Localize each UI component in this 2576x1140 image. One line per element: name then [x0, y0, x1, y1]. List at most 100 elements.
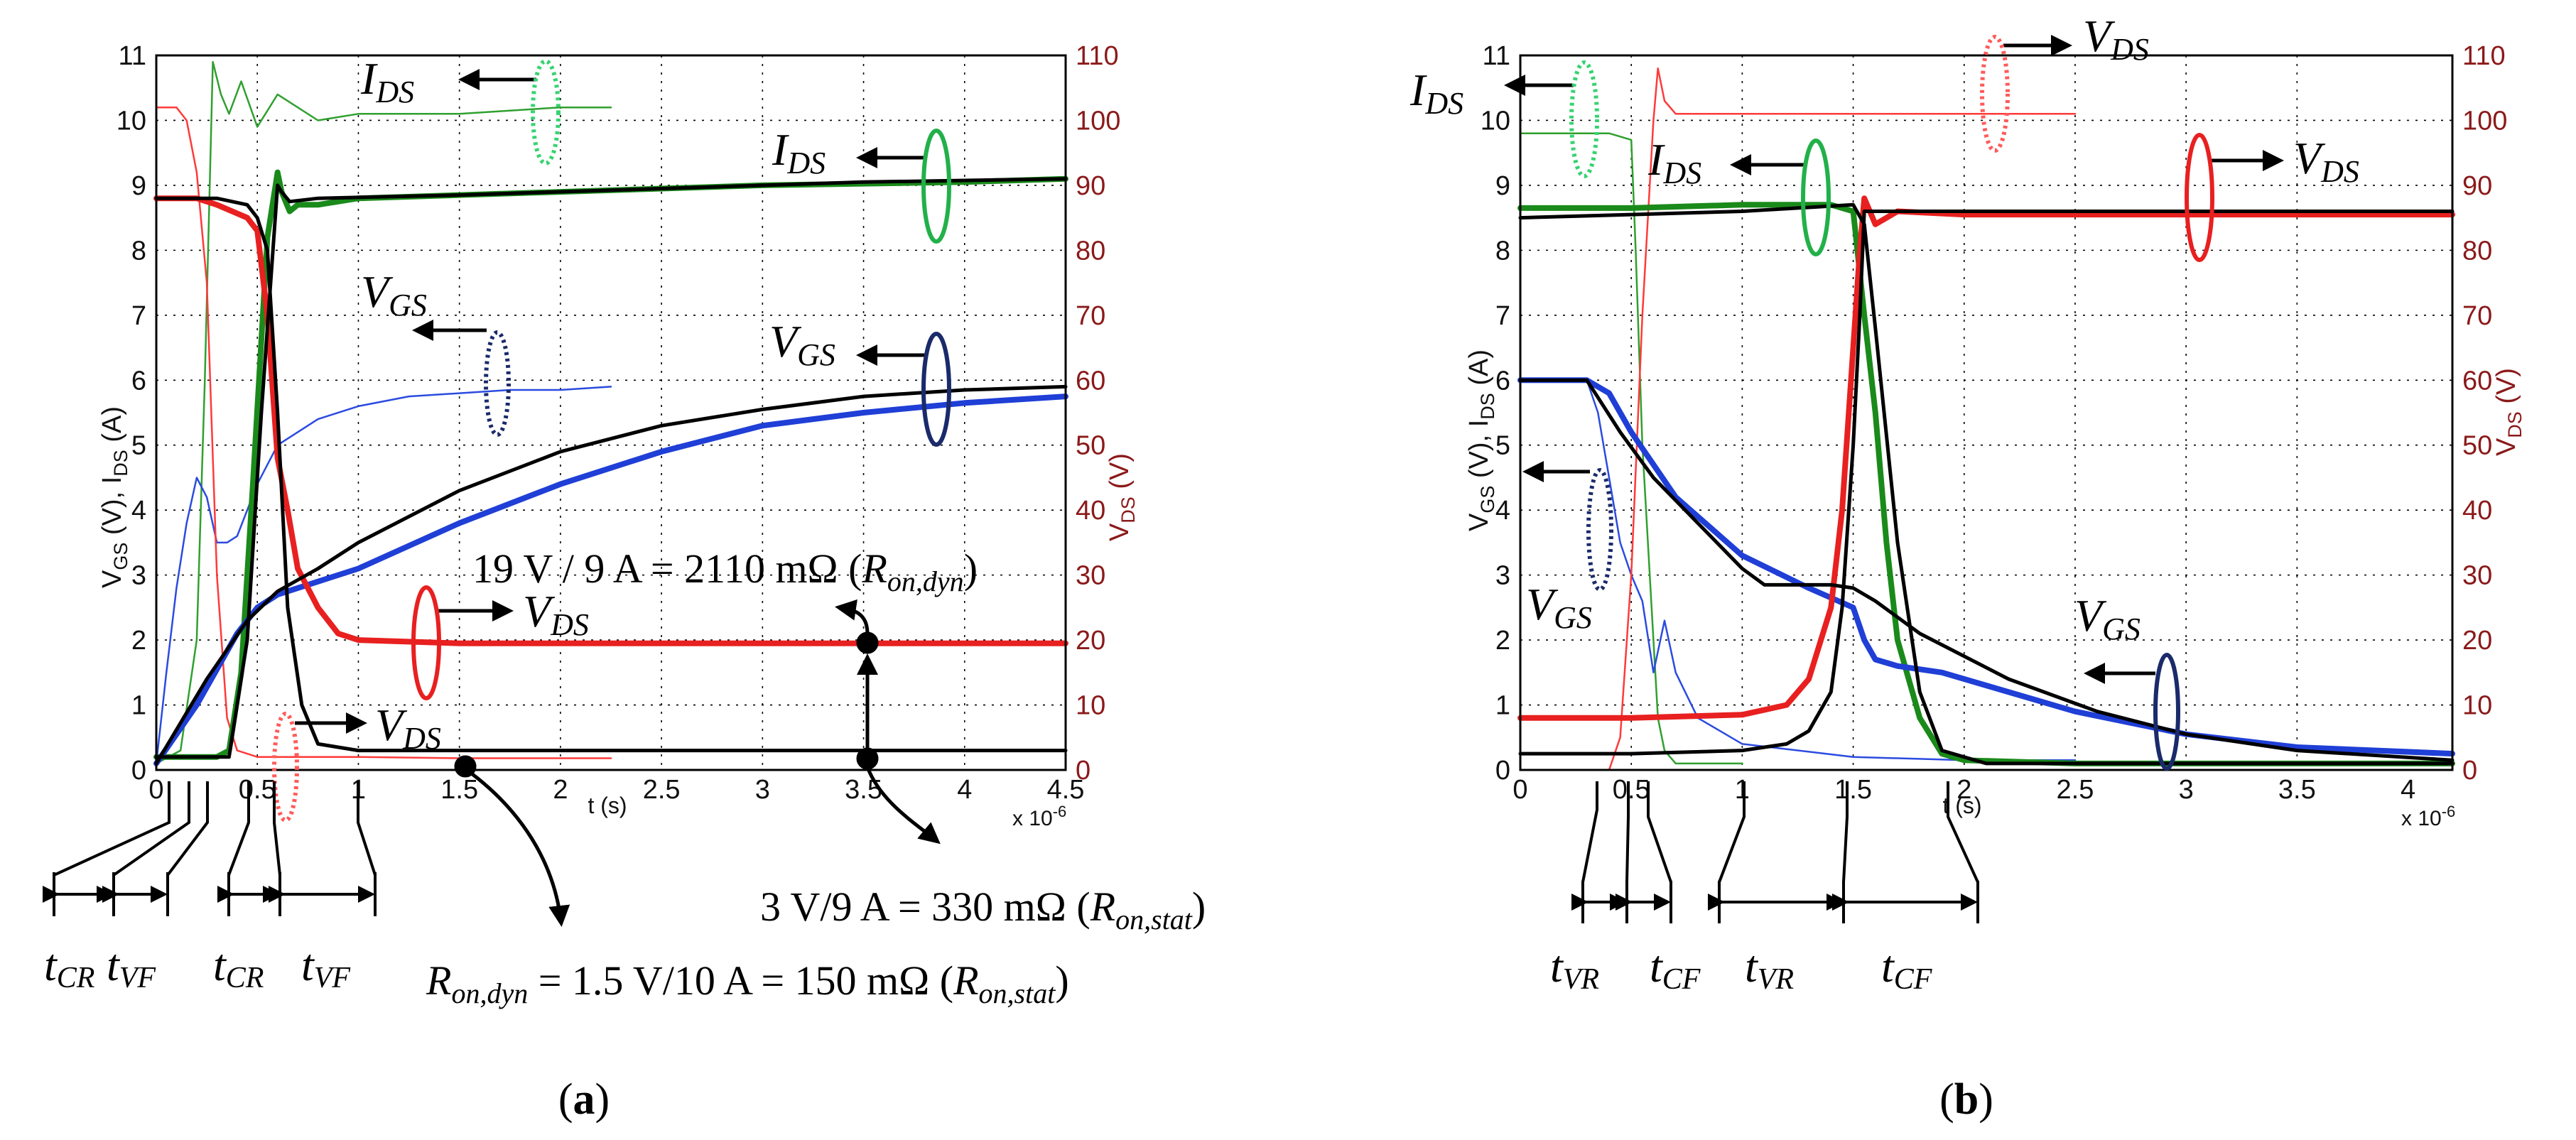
panel-a-series-ids-model: [154, 177, 1068, 759]
panel-a-y-tick: 2: [131, 626, 146, 656]
panel-b-y-tick: 9: [1495, 171, 1510, 201]
panel-b-y-tick: 3: [1495, 561, 1510, 591]
panel-b-y2-tick: 110: [2462, 41, 2506, 71]
panel-b-x-tick: 1.5: [1834, 775, 1872, 805]
panel-a-stat-resistance-text: 3 V/9 A = 330 mΩ (Ron,stat): [760, 884, 1206, 935]
panel-b-x-tick: 1: [1735, 775, 1750, 805]
panel-b-marker-ids-top: [1569, 60, 1599, 178]
panel-a-y-tick: 9: [131, 171, 146, 201]
panel-b-label-vgs-right: VGS: [2074, 590, 2141, 646]
panel-b-tick-leader-1: [1581, 781, 1598, 888]
panel-b-y-tick: 6: [1495, 366, 1510, 396]
panel-b-series-vgs-measured-thick: [1517, 377, 2455, 757]
panel-a-y2-tick: 110: [1076, 41, 1119, 71]
panel-a-y2-tick: 50: [1076, 431, 1105, 461]
panel-a-timing-markers: [43, 781, 377, 916]
panel-b-y2-tick: 30: [2462, 561, 2492, 591]
panel-b-y-tick: 0: [1495, 756, 1510, 786]
panel-a-caption: (a): [558, 1075, 610, 1124]
panel-b-label-ids-top: IDS: [1409, 65, 1463, 121]
panel-b-marker-vds-top: [1980, 35, 2010, 153]
panel-a-label-vgs-mid: VGS: [769, 316, 835, 372]
panel-b-x-tick: 2: [1957, 775, 1971, 805]
panel-b-y-tick: 7: [1495, 301, 1510, 331]
panel-a-dot-static: [856, 747, 879, 770]
panel-b-y2-tick: 60: [2462, 366, 2492, 396]
panel-a-dot-dynamic: [856, 631, 879, 654]
panel-b-plot-frame: [1519, 54, 2454, 771]
panel-b-caption: (b): [1939, 1075, 1993, 1124]
panel-a-y2-tick: 70: [1076, 301, 1105, 331]
panel-a-marker-ids-top: [531, 59, 561, 165]
panel-b-label-vgs-left: VGS: [1526, 579, 1592, 635]
panel-b-label-tvr-2: tVR: [1745, 941, 1794, 996]
panel-b-y2-tick: 20: [2462, 626, 2492, 656]
panel-b-x-multiplier: x 10-6: [2401, 803, 2455, 830]
panel-b-y2-tick: 70: [2462, 301, 2492, 331]
panel-b-y-tick: 4: [1495, 496, 1510, 526]
panel-a-x-tick: 4: [957, 775, 972, 805]
panel-b-y-tick: 5: [1495, 431, 1510, 461]
panel-a-series-vds-measured-thick: [153, 195, 1068, 646]
panel-b-y2-tick: 100: [2462, 106, 2507, 136]
panel-b-y2-tick: 10: [2462, 691, 2492, 721]
panel-a-series: [153, 60, 1068, 766]
panel-a-y-tick: 0: [131, 756, 146, 786]
panel-b-y2-label: VDS (V): [2491, 368, 2526, 456]
panel-b-y-tick: 1: [1495, 691, 1510, 721]
panel-b-label-vds-mid: VDS: [2293, 133, 2359, 189]
panel-b-y-label: VGS (V), IDS (A): [1464, 349, 1498, 531]
panel-a-x-label: t (s): [588, 793, 627, 818]
panel-b-marker-vds-mid: [2185, 133, 2214, 262]
panel-a-label-tcr-1: tCR: [44, 940, 94, 994]
panel-b-x-tick: 2.5: [2057, 775, 2094, 805]
panel-a-marker-vds-low: [272, 712, 299, 823]
panel-b-marker-vgs-right: [2153, 653, 2180, 771]
panel-b-y-tick: 10: [1481, 106, 1510, 136]
panel-a-label-tcr-2: tCR: [213, 940, 264, 994]
panel-b-tick-leader-3: [1647, 781, 1672, 888]
panel-a-y2-tick: 90: [1076, 171, 1105, 201]
panel-a-tick-labels: 0 0.5 1 1.5 2 2.5 3 3.5 4 4.501234567891011010203…: [117, 41, 1121, 805]
panel-b-marker-vgs-left: [1586, 468, 1613, 592]
panel-a-series-vgs-simulated-thin: [155, 386, 612, 765]
panel-a-dot-ron: [454, 755, 477, 778]
panel-a-ron-dyn-text: Ron,dyn = 1.5 V/10 A = 150 mΩ (Ron,stat): [426, 957, 1069, 1009]
panel-b-label-tcf-2: tCF: [1881, 941, 1932, 996]
panel-a-marker-vgs-top: [484, 330, 511, 437]
panel-a-label-vds-mid: VDS: [523, 586, 589, 642]
panel-b-x-tick: 0: [1512, 775, 1527, 805]
panel-a-y-tick: 4: [131, 496, 146, 526]
panel-a-marker-vgs-mid: [921, 332, 951, 447]
panel-a-x-tick: 1.5: [440, 775, 478, 805]
panel-b-timing-markers: [1571, 781, 1979, 923]
panel-a-y2-label: VDS (V): [1105, 453, 1139, 541]
panel-a-x-tick: 2: [553, 775, 568, 805]
panel-b-series-vds-simulated-thin: [1519, 67, 2077, 771]
panel-a-x-tick: 0.5: [239, 775, 276, 805]
panel-a-y2-tick: 30: [1076, 561, 1105, 591]
panel-a-x-tick: 3.5: [845, 775, 882, 805]
panel-a-y2-tick: 0: [1076, 756, 1091, 786]
panel-b-tick-labels: 0 0.5 1 1.5 2 2.5 3 3.5 401234567891011010203040…: [1481, 41, 2508, 805]
panel-b-x-tick: 0.5: [1613, 775, 1650, 805]
panel-b-series-vgs-model: [1518, 378, 2455, 762]
panel-b-y2-tick: 80: [2462, 236, 2492, 266]
panel-a-plot-frame: [155, 54, 1067, 771]
panel-b-label-vds-top: VDS: [2083, 11, 2149, 67]
panel-b-label-tvr-1: tVR: [1550, 941, 1599, 996]
panel-a-marker-ids-mid: [921, 129, 951, 244]
panel-a-measurement-pointers: [454, 599, 941, 927]
panel-a-y2-tick: 80: [1076, 236, 1105, 266]
panel-b-series-vds-measured-thick: [1517, 195, 2455, 721]
panel-a-x-tick: 0: [148, 775, 163, 805]
panel-b-series-vgs-simulated-thin: [1519, 379, 2077, 761]
panel-a-y-tick: 5: [131, 431, 146, 461]
panel-a-gridlines: [156, 55, 1066, 770]
panel-a-y2-tick: 20: [1076, 626, 1105, 656]
panel-a-y-label: VGS (V), IDS (A): [97, 406, 131, 588]
panel-a-label-vds-low: VDS: [375, 700, 441, 756]
panel-b-x-tick: 3: [2179, 775, 2194, 805]
panel-a-y2-tick: 100: [1076, 106, 1120, 136]
panel-b-marker-ids-mid: [1801, 139, 1831, 256]
